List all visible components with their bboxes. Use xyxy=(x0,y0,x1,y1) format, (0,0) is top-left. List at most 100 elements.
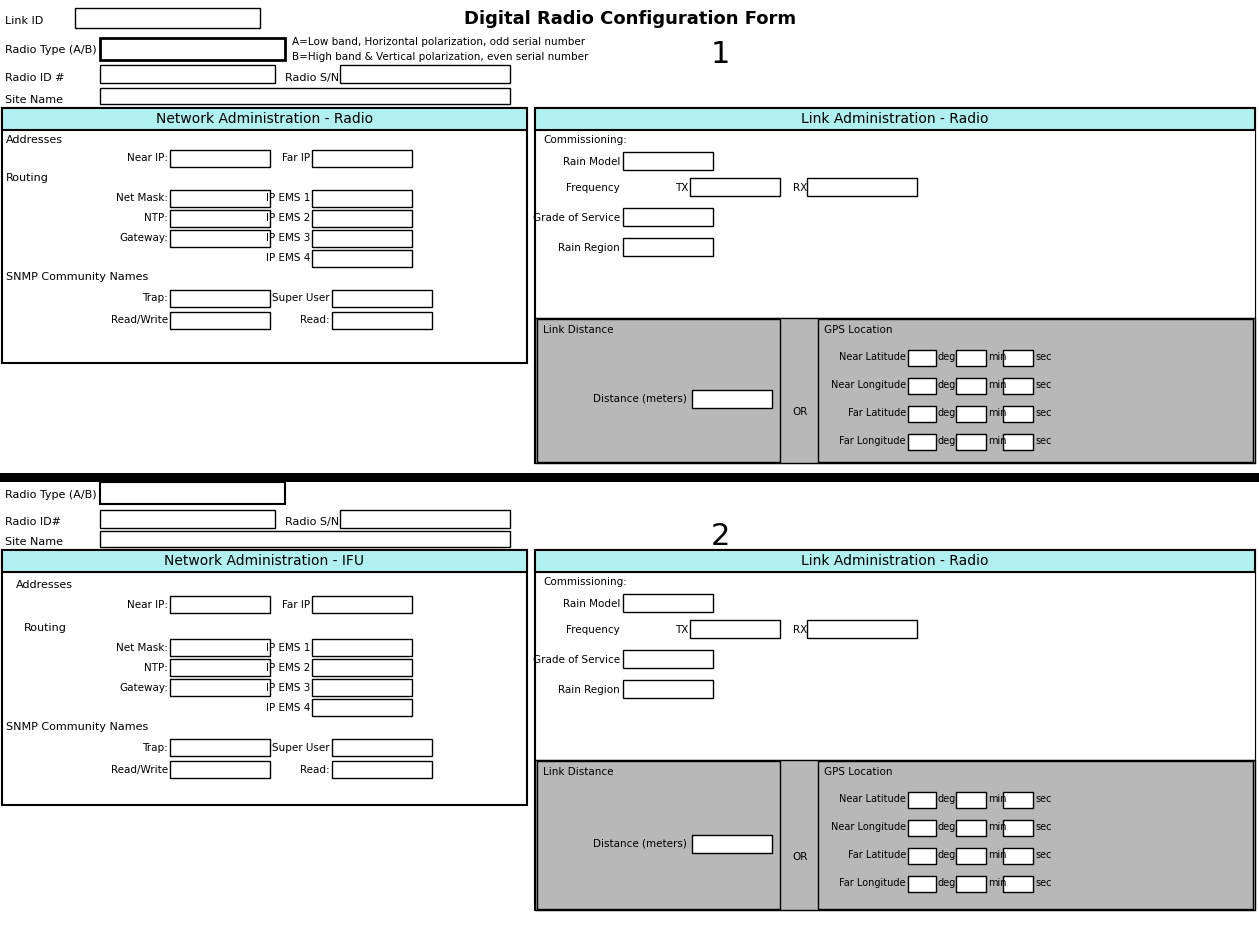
Bar xyxy=(170,739,269,756)
Bar xyxy=(312,659,412,676)
Text: Addresses: Addresses xyxy=(6,135,63,145)
Text: GPS Location: GPS Location xyxy=(823,325,893,335)
Bar xyxy=(956,876,986,892)
Bar xyxy=(692,390,772,408)
Text: Read:: Read: xyxy=(301,315,330,325)
Text: Radio Type (A/B): Radio Type (A/B) xyxy=(5,490,97,500)
Bar xyxy=(332,739,432,756)
Bar xyxy=(807,178,917,196)
Bar xyxy=(170,596,269,613)
Bar xyxy=(1003,434,1032,450)
Text: Read/Write: Read/Write xyxy=(111,315,167,325)
Text: Far Latitude: Far Latitude xyxy=(847,850,906,860)
Bar xyxy=(3,550,528,572)
Bar xyxy=(1003,792,1032,808)
Bar xyxy=(538,761,781,909)
Bar xyxy=(908,848,935,864)
Text: min: min xyxy=(988,822,1006,832)
Bar xyxy=(312,250,412,267)
Bar xyxy=(76,8,261,28)
Text: Near IP:: Near IP: xyxy=(127,600,167,610)
Text: Link Administration - Radio: Link Administration - Radio xyxy=(801,554,988,568)
Bar xyxy=(956,848,986,864)
Bar xyxy=(908,350,935,366)
Bar xyxy=(956,378,986,394)
Bar xyxy=(312,679,412,696)
Bar xyxy=(623,680,713,698)
Bar xyxy=(908,434,935,450)
Bar xyxy=(1003,378,1032,394)
Bar xyxy=(956,406,986,422)
Bar xyxy=(1003,406,1032,422)
Bar xyxy=(535,130,1255,318)
Text: min: min xyxy=(988,794,1006,804)
Bar xyxy=(3,108,528,363)
Bar xyxy=(623,594,713,612)
Bar xyxy=(332,761,432,778)
Text: min: min xyxy=(988,850,1006,860)
Bar xyxy=(1003,848,1032,864)
Text: TX: TX xyxy=(675,183,689,193)
Text: Near IP:: Near IP: xyxy=(127,153,167,163)
Bar xyxy=(332,290,432,307)
Text: sec: sec xyxy=(1035,352,1051,362)
Text: OR: OR xyxy=(792,852,808,862)
Text: sec: sec xyxy=(1035,436,1051,446)
Bar xyxy=(170,210,269,227)
Text: Link Distance: Link Distance xyxy=(543,767,613,777)
Bar xyxy=(1003,350,1032,366)
Text: SNMP Community Names: SNMP Community Names xyxy=(6,722,149,732)
Bar xyxy=(690,178,781,196)
Text: Grade of Service: Grade of Service xyxy=(533,213,619,223)
Text: Network Administration - Radio: Network Administration - Radio xyxy=(156,112,373,126)
Text: Net Mask:: Net Mask: xyxy=(116,643,167,653)
Bar xyxy=(692,835,772,853)
Bar xyxy=(956,350,986,366)
Text: Far Latitude: Far Latitude xyxy=(847,408,906,418)
Text: Radio Type (A/B): Radio Type (A/B) xyxy=(5,45,97,55)
Bar xyxy=(312,230,412,247)
Bar xyxy=(312,639,412,656)
Text: Near Latitude: Near Latitude xyxy=(840,352,906,362)
Text: Super User: Super User xyxy=(272,743,330,753)
Bar xyxy=(535,108,1255,463)
Bar xyxy=(170,659,269,676)
Bar xyxy=(535,108,1255,130)
Bar xyxy=(690,620,781,638)
Bar xyxy=(956,820,986,836)
Bar xyxy=(312,699,412,716)
Text: deg: deg xyxy=(938,436,957,446)
Bar xyxy=(908,792,935,808)
Text: GPS Location: GPS Location xyxy=(823,767,893,777)
Bar xyxy=(312,150,412,167)
Bar xyxy=(908,378,935,394)
Text: sec: sec xyxy=(1035,380,1051,390)
Bar xyxy=(3,108,528,130)
Text: sec: sec xyxy=(1035,794,1051,804)
Text: NTP:: NTP: xyxy=(144,663,167,673)
Text: Gateway:: Gateway: xyxy=(120,233,167,243)
Text: Site Name: Site Name xyxy=(5,95,63,105)
Text: Distance (meters): Distance (meters) xyxy=(593,393,687,403)
Bar xyxy=(99,65,274,83)
Text: min: min xyxy=(988,436,1006,446)
Bar xyxy=(908,820,935,836)
Bar xyxy=(623,208,713,226)
Text: Rain Region: Rain Region xyxy=(558,685,619,695)
Text: 1: 1 xyxy=(710,40,730,69)
Bar xyxy=(0,473,1259,482)
Text: 2: 2 xyxy=(710,522,730,551)
Text: RX: RX xyxy=(793,625,807,635)
Bar xyxy=(623,238,713,256)
Bar xyxy=(99,38,285,60)
Text: Commissioning:: Commissioning: xyxy=(543,577,627,587)
Bar xyxy=(538,319,781,462)
Text: deg: deg xyxy=(938,878,957,888)
Bar xyxy=(312,210,412,227)
Text: Near Longitude: Near Longitude xyxy=(831,822,906,832)
Text: IP EMS 4: IP EMS 4 xyxy=(266,253,310,263)
Bar xyxy=(818,319,1253,462)
Text: Rain Model: Rain Model xyxy=(563,599,619,609)
Bar xyxy=(340,65,510,83)
Bar xyxy=(535,572,1255,760)
